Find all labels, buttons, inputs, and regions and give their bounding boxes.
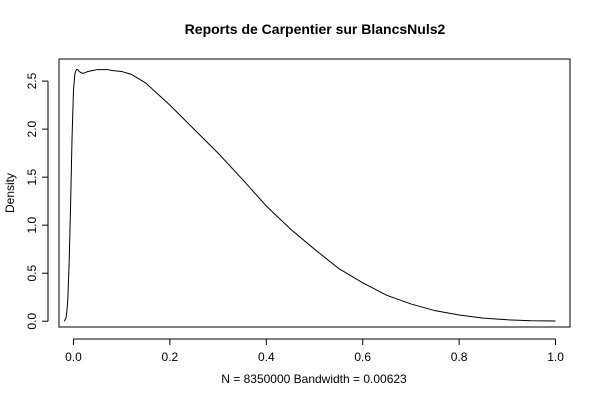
y-tick-label: 2.5 (25, 72, 39, 89)
chart-title: Reports de Carpentier sur BlancsNuls2 (185, 21, 446, 37)
x-tick-label: 0.8 (451, 350, 468, 364)
y-axis-label: Density (3, 173, 17, 213)
x-tick-label: 0.0 (65, 350, 82, 364)
y-tick-label: 1.0 (25, 217, 39, 234)
y-tick-label: 0.5 (25, 265, 39, 282)
y-tick-label: 2.0 (25, 120, 39, 137)
x-tick-label: 1.0 (547, 350, 564, 364)
x-tick-label: 0.2 (162, 350, 179, 364)
x-tick-label: 0.6 (354, 350, 371, 364)
density-curve (63, 69, 556, 322)
plot-frame (58, 58, 571, 328)
x-tick-label: 0.4 (258, 350, 275, 364)
y-tick-label: 0.0 (25, 313, 39, 330)
x-axis: 0.0 0.2 0.4 0.6 0.8 1.0 (65, 338, 564, 364)
y-tick-label: 1.5 (25, 168, 39, 185)
y-axis: 0.0 0.5 1.0 1.5 2.0 2.5 (25, 72, 49, 330)
x-axis-label: N = 8350000 Bandwidth = 0.00623 (221, 372, 407, 386)
